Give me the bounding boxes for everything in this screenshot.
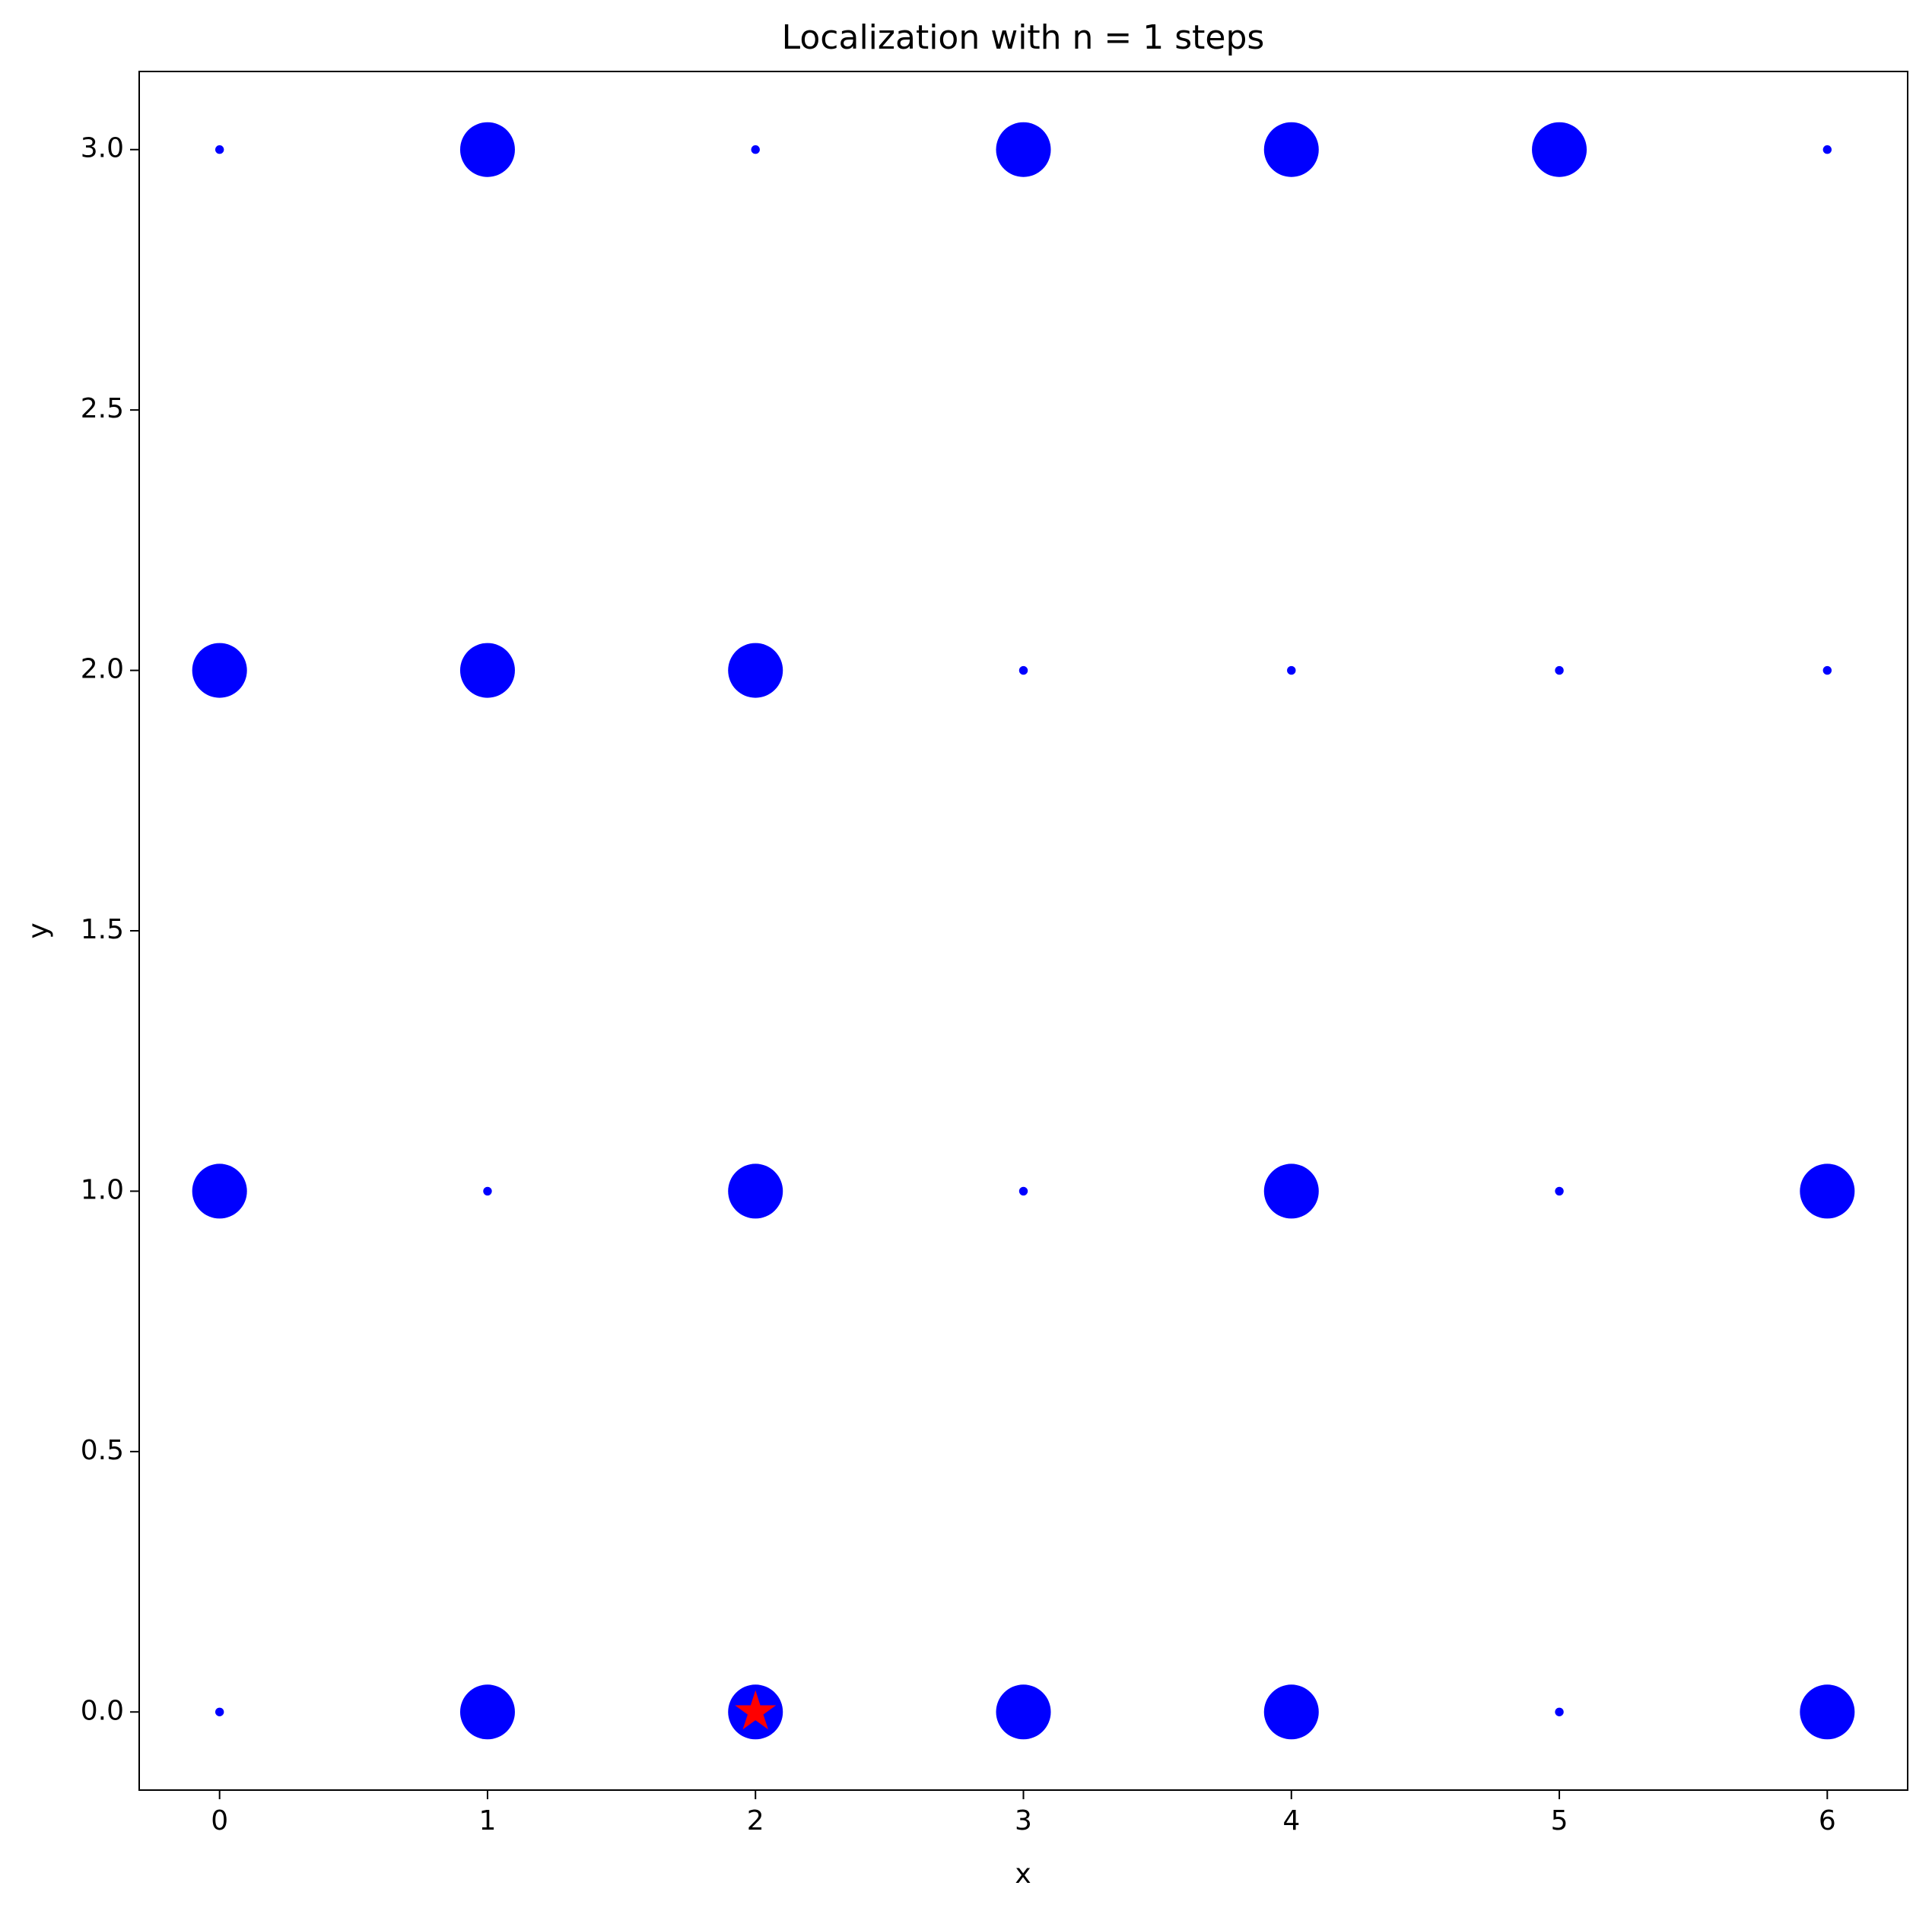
point [1822,665,1832,675]
point [728,643,783,698]
x-axis-label: x [1015,1859,1031,1890]
point [1822,145,1832,154]
point [1263,1684,1319,1740]
point [996,122,1051,177]
x-tick-label: 0 [211,1805,228,1836]
x-tick-label: 5 [1551,1805,1568,1836]
point [751,145,760,154]
point [459,122,515,177]
y-tick-label: 2.5 [81,393,124,424]
point [1018,1186,1028,1196]
point [192,643,247,698]
point [1532,122,1587,177]
point [459,1684,515,1740]
point [1800,1684,1855,1740]
y-tick-label: 1.0 [81,1174,124,1205]
y-tick-label: 0.5 [81,1435,124,1466]
plot-frame [138,71,1908,1791]
point [1555,665,1564,675]
star-marker [735,1690,777,1730]
x-tick-label: 3 [1015,1805,1032,1836]
y-tick-label: 1.5 [81,914,124,945]
y-tick-label: 2.0 [81,654,124,685]
chart-title: Localization with n = 1 steps [782,18,1265,57]
point [459,643,515,698]
point [1555,1707,1564,1716]
point [728,1163,783,1219]
point [483,1186,492,1196]
y-tick-label: 0.0 [81,1695,124,1726]
point [1018,665,1028,675]
point [192,1163,247,1219]
x-tick-label: 1 [479,1805,497,1836]
point [1287,665,1296,675]
point [214,1707,224,1716]
x-tick-label: 6 [1819,1805,1836,1836]
x-tick-label: 2 [747,1805,764,1836]
point [1263,1163,1319,1219]
x-tick-label: 4 [1282,1805,1300,1836]
point [996,1684,1051,1740]
point [1555,1186,1564,1196]
point [214,145,224,154]
y-axis-label: y [23,922,54,938]
y-tick-label: 3.0 [81,133,124,164]
point [1263,122,1319,177]
point [1800,1163,1855,1219]
